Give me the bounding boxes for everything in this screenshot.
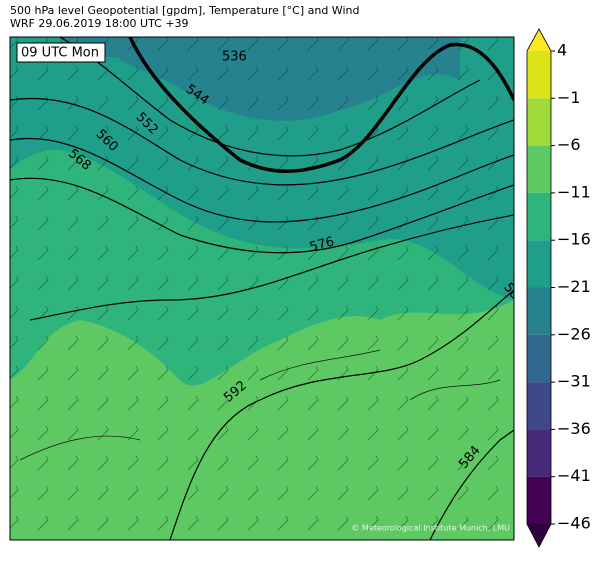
colorbar-segment xyxy=(527,382,551,430)
colorbar-segment xyxy=(527,240,551,288)
colorbar-tick-label: −6 xyxy=(557,135,581,154)
subtitle: WRF 29.06.2019 18:00 UTC +39 xyxy=(10,17,189,30)
map: 536 544 552 560 568 576 58 592 584 © Met… xyxy=(10,37,514,540)
colorbar-extend xyxy=(527,524,551,547)
contour-label: 536 xyxy=(222,50,247,65)
title: 500 hPa level Geopotential [gpdm], Tempe… xyxy=(10,4,359,17)
colorbar-tick-label: −1 xyxy=(557,88,581,107)
colorbar-tick-label: −26 xyxy=(557,324,591,343)
colorbar-tick-label: −21 xyxy=(557,277,591,296)
colorbar: 4 −1 −6 −11 −16 −21 −26 −31 −36 −41 −46 xyxy=(526,28,591,548)
colorbar-tick-label: −36 xyxy=(557,419,591,438)
time-box xyxy=(16,42,106,63)
colorbar-tick-label: 4 xyxy=(557,41,567,60)
colorbar-tick-label: −46 xyxy=(557,514,591,533)
colorbar-segment xyxy=(527,192,551,241)
colorbar-segment xyxy=(527,476,551,524)
colorbar-segment xyxy=(527,98,551,146)
colorbar-tick-label: −16 xyxy=(557,230,591,249)
time-label: 09 UTC Mon xyxy=(21,46,99,61)
colorbar-segment xyxy=(527,51,551,99)
colorbar-segment xyxy=(527,334,551,383)
colorbar-tick-label: −11 xyxy=(557,182,591,201)
colorbar-segment xyxy=(527,145,551,193)
contour-label: 576 xyxy=(308,234,336,255)
colorbar-tick-label: −31 xyxy=(557,372,591,391)
map-frame xyxy=(9,36,515,541)
credit: © Meteorological Institute Munich, LMU xyxy=(351,524,510,533)
colorbar-extend xyxy=(527,29,551,51)
colorbar-segment xyxy=(527,287,551,335)
colorbar-segment xyxy=(527,429,551,477)
colorbar-tick-label: −41 xyxy=(557,466,591,485)
